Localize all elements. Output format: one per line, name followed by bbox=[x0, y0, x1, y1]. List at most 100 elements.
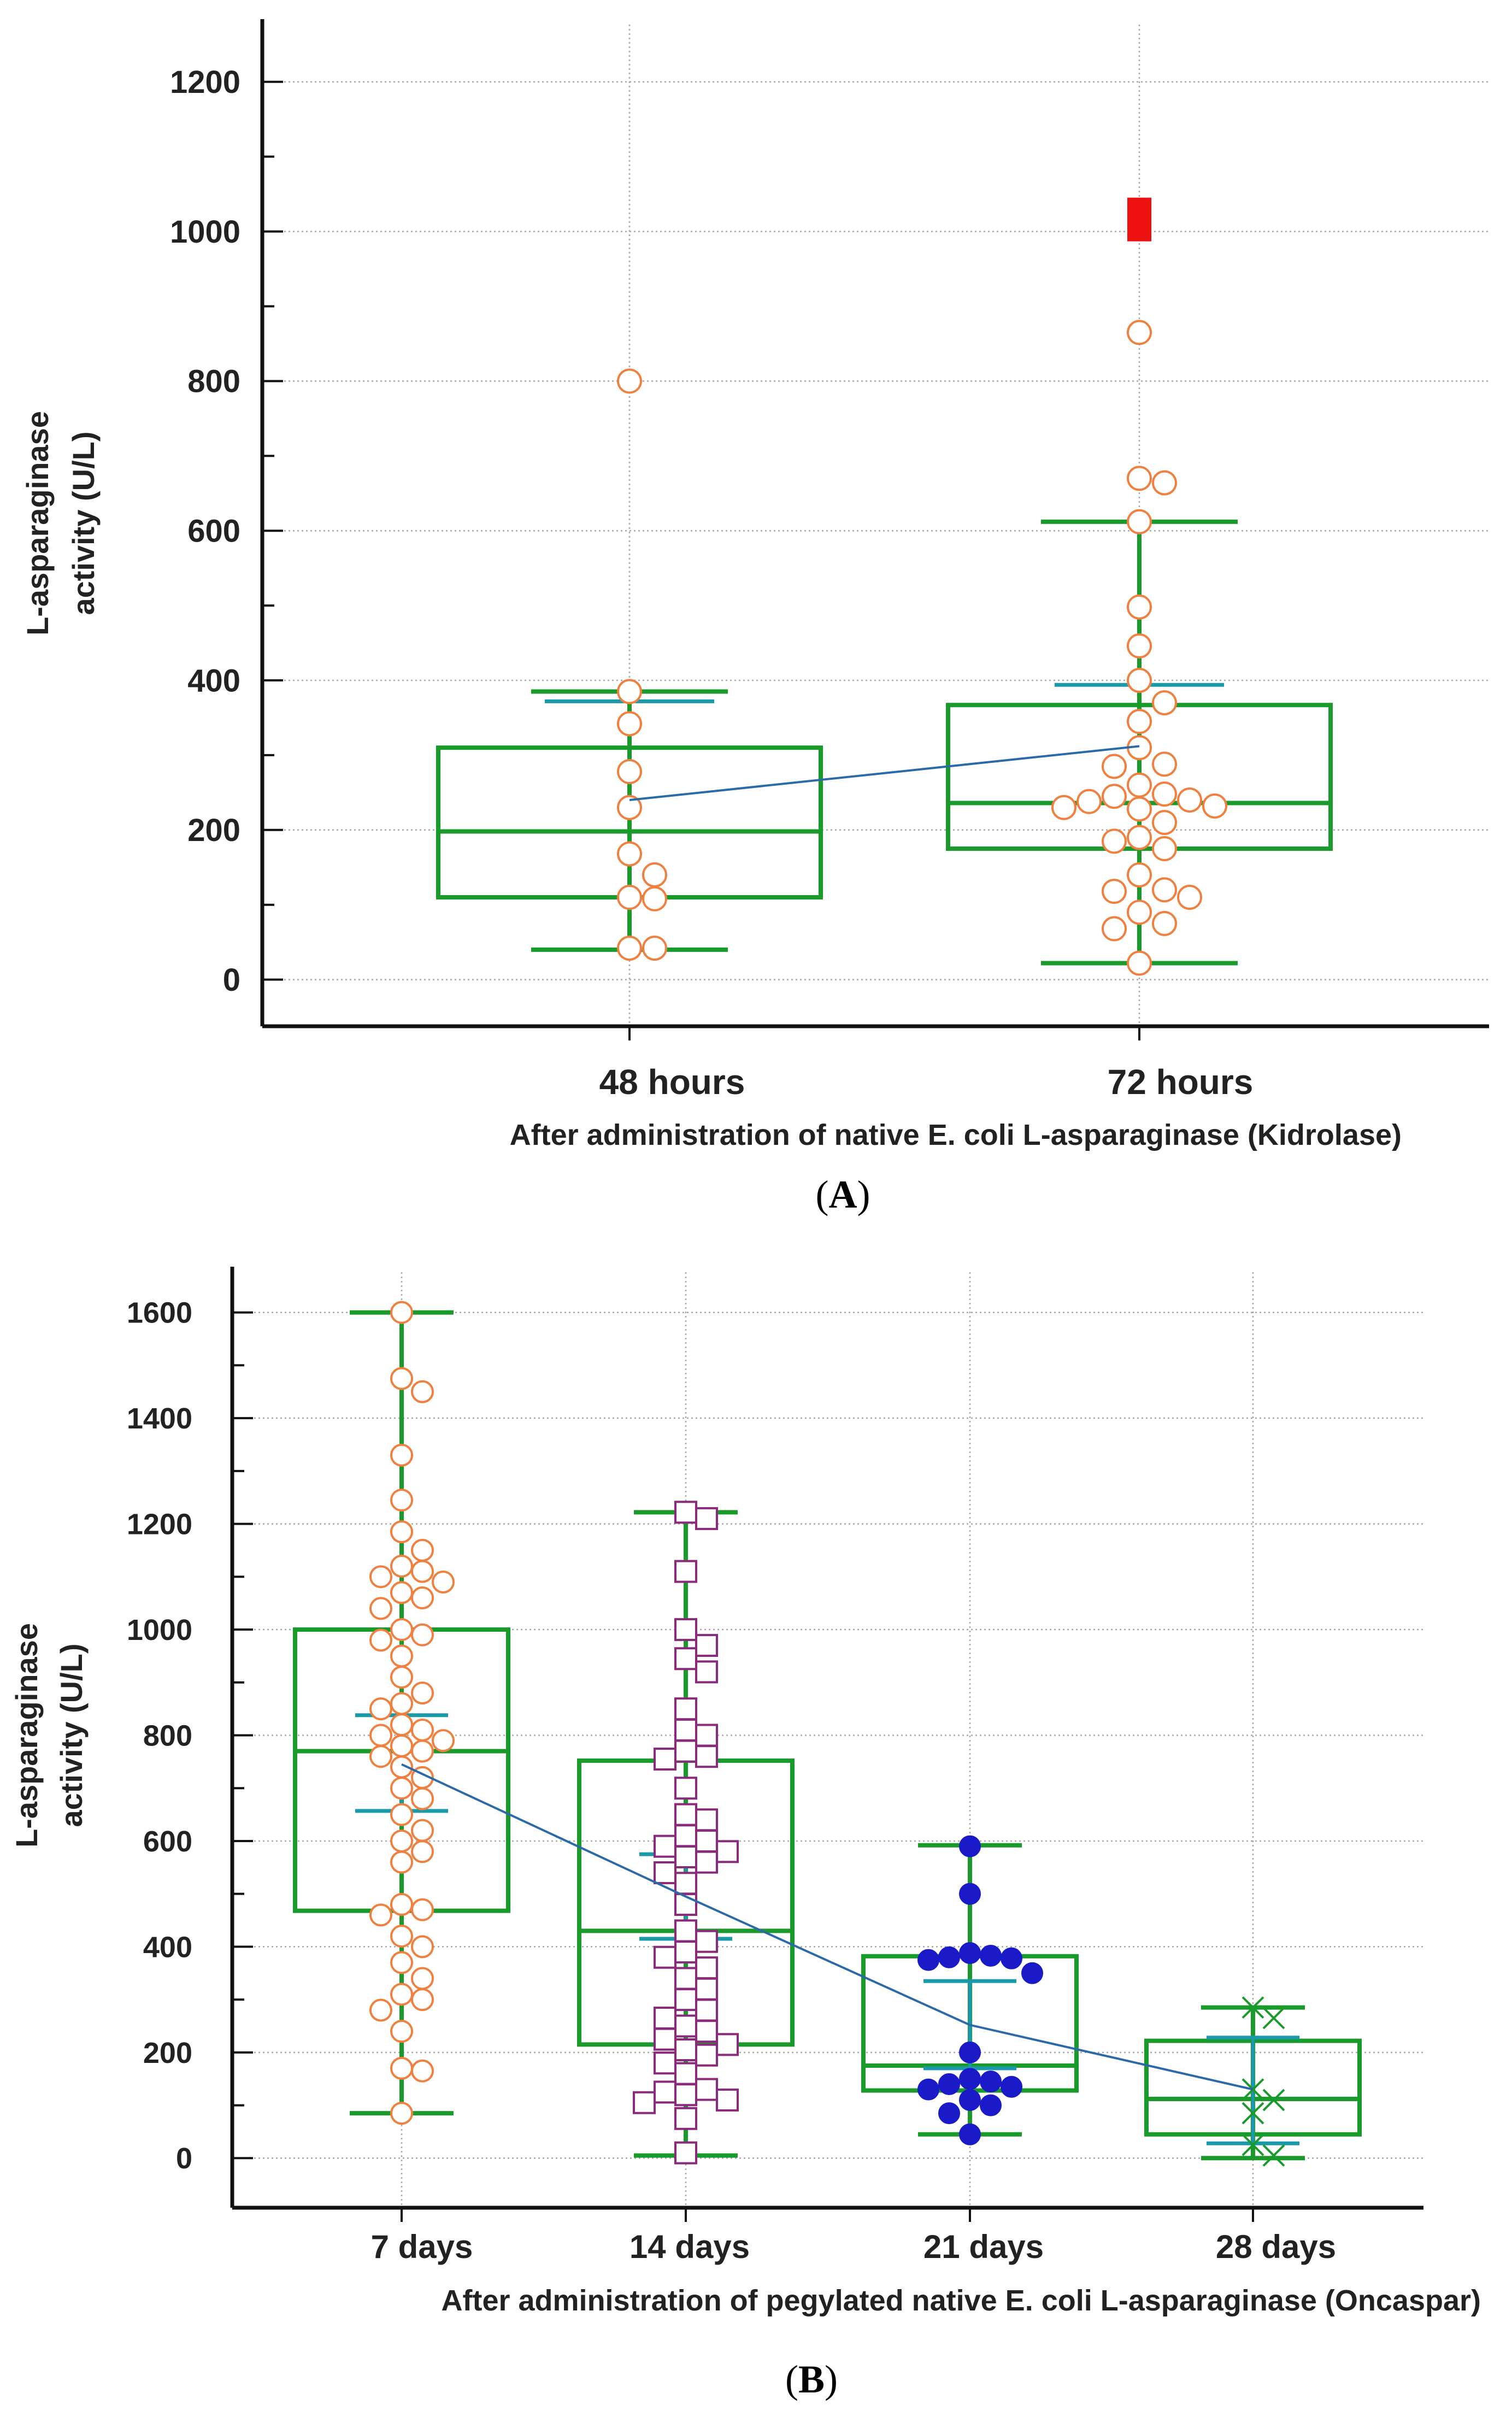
data-point bbox=[654, 2006, 676, 2030]
data-point bbox=[390, 1803, 413, 1826]
data-point bbox=[674, 2141, 697, 2165]
data-point bbox=[390, 1713, 413, 1737]
data-point bbox=[980, 1944, 1002, 1967]
panel-B: 0 200 400 600 800 1000 1200 1400 1600 L-asparagin… bbox=[9, 1267, 1481, 2401]
data-point bbox=[617, 885, 642, 910]
data-point bbox=[674, 1739, 697, 1763]
data-point bbox=[695, 1808, 718, 1832]
data-point bbox=[716, 2088, 739, 2112]
category-group-1 bbox=[946, 197, 1333, 976]
data-point bbox=[390, 2102, 413, 2125]
data-point bbox=[411, 1586, 434, 1610]
data-point bbox=[959, 1883, 981, 1905]
data-point bbox=[1127, 796, 1152, 822]
data-point bbox=[695, 1724, 718, 1747]
data-point bbox=[390, 1850, 413, 1874]
data-point bbox=[633, 2091, 656, 2114]
category-label-3: 28 days bbox=[1216, 2228, 1336, 2265]
category-label-1: 14 days bbox=[629, 2228, 750, 2265]
y-axis-title-line-1: L-asparaginase bbox=[9, 1623, 44, 1848]
panel-label: (A) bbox=[816, 1173, 870, 1216]
data-point bbox=[390, 2020, 413, 2043]
data-point bbox=[390, 1618, 413, 1642]
y-axis-title-line-2: activity (U/L) bbox=[54, 1643, 89, 1827]
panel-A: 0 200 400 600 800 1000 1200 L-asparaginase activ… bbox=[20, 19, 1489, 1216]
data-point bbox=[959, 2089, 981, 2111]
data-point bbox=[411, 1988, 434, 2012]
data-point bbox=[1127, 594, 1152, 620]
data-point bbox=[674, 1872, 697, 1895]
data-point bbox=[369, 1597, 392, 1620]
data-point bbox=[411, 1718, 434, 1742]
data-point bbox=[1102, 879, 1127, 904]
y-tick-label-1000: 1000 bbox=[170, 214, 240, 250]
data-point bbox=[1177, 885, 1202, 910]
data-point bbox=[617, 368, 642, 394]
data-point bbox=[674, 2062, 697, 2085]
data-point bbox=[674, 2083, 697, 2107]
data-point bbox=[1152, 836, 1177, 862]
category-label-1: 72 hours bbox=[1108, 1062, 1254, 1102]
data-point bbox=[1102, 754, 1127, 779]
data-point bbox=[674, 2107, 697, 2130]
data-point bbox=[617, 795, 642, 820]
data-point bbox=[1076, 789, 1102, 814]
data-point bbox=[390, 1554, 413, 1578]
data-point bbox=[959, 2068, 981, 2090]
data-point bbox=[1262, 2089, 1285, 2112]
data-point bbox=[980, 2071, 1002, 2093]
data-point bbox=[695, 2078, 718, 2101]
data-point bbox=[674, 1697, 697, 1721]
data-point bbox=[369, 1628, 392, 1652]
data-point bbox=[674, 2038, 697, 2062]
data-point bbox=[938, 2073, 960, 2095]
data-point bbox=[1127, 466, 1152, 491]
data-point bbox=[617, 936, 642, 961]
data-point bbox=[1127, 320, 1152, 345]
data-point bbox=[1127, 633, 1152, 659]
data-point bbox=[390, 1581, 413, 1604]
data-point bbox=[674, 1967, 697, 1990]
data-point bbox=[980, 2094, 1002, 2116]
data-point bbox=[695, 2043, 718, 2067]
data-point bbox=[411, 1898, 434, 1921]
data-point bbox=[674, 2014, 697, 2038]
data-point bbox=[411, 1787, 434, 1810]
data-point bbox=[1127, 709, 1152, 734]
data-point bbox=[390, 1489, 413, 1512]
data-point bbox=[716, 1840, 739, 1863]
data-point bbox=[369, 1565, 392, 1589]
x-axis-title: After administration of native E. coli L… bbox=[510, 1119, 1402, 1151]
data-point bbox=[617, 841, 642, 867]
data-point bbox=[617, 759, 642, 785]
data-point bbox=[674, 1647, 697, 1671]
y-tick-label-1200: 1200 bbox=[127, 1508, 192, 1540]
data-point bbox=[390, 1925, 413, 1948]
y-tick-label-1200: 1200 bbox=[170, 64, 240, 100]
data-point bbox=[1202, 793, 1227, 819]
data-point bbox=[411, 1538, 434, 1562]
data-point bbox=[1021, 1962, 1043, 1984]
data-point bbox=[1152, 810, 1177, 836]
data-point bbox=[1242, 1996, 1264, 2019]
data-point bbox=[369, 1998, 392, 2022]
data-point bbox=[674, 1501, 697, 1524]
data-point bbox=[1127, 668, 1152, 693]
data-point bbox=[695, 1850, 718, 1874]
data-point bbox=[695, 1507, 718, 1530]
y-tick-label-400: 400 bbox=[187, 663, 240, 698]
data-point bbox=[411, 1819, 434, 1842]
outlier-marker bbox=[1127, 197, 1151, 242]
data-point bbox=[959, 1942, 981, 1965]
data-point bbox=[411, 1739, 434, 1763]
data-point bbox=[390, 1520, 413, 1544]
category-label-2: 21 days bbox=[923, 2228, 1044, 2265]
data-point bbox=[432, 1570, 455, 1593]
data-point bbox=[432, 1729, 455, 1753]
data-point bbox=[369, 1697, 392, 1721]
data-point bbox=[1127, 825, 1152, 850]
y-tick-label-0: 0 bbox=[223, 962, 240, 998]
data-point bbox=[1102, 828, 1127, 854]
